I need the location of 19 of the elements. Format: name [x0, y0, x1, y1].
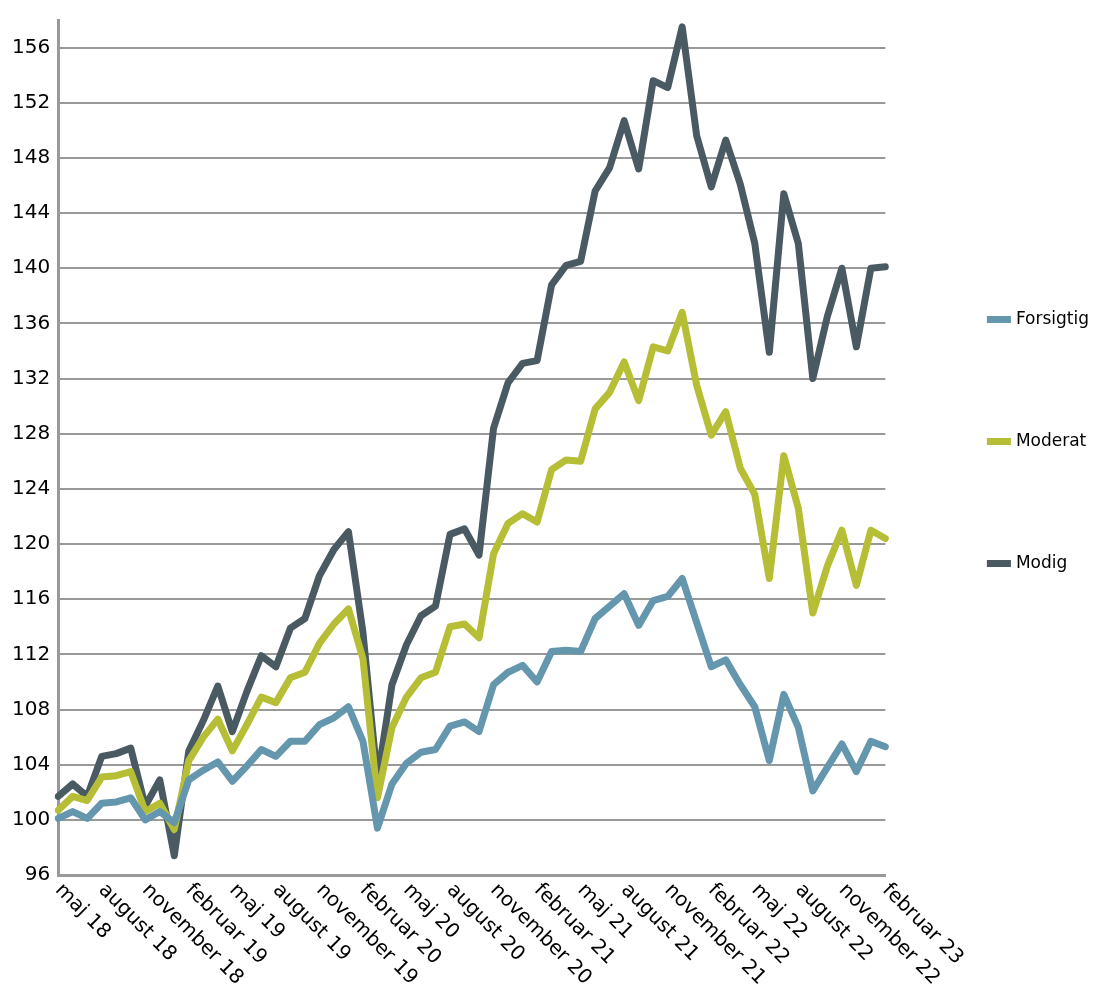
y-tick-label: 116	[11, 585, 51, 610]
y-tick-label: 132	[11, 364, 51, 389]
y-tick-label: 144	[11, 199, 51, 224]
legend-label: Modig	[1015, 551, 1068, 572]
y-tick-label: 152	[11, 88, 51, 113]
y-tick-label: 148	[11, 144, 51, 169]
y-tick-label: 124	[11, 475, 51, 500]
y-tick-label: 108	[11, 695, 51, 720]
y-tick-label: 128	[11, 419, 51, 444]
y-tick-label: 120	[11, 530, 51, 555]
y-tick-label: 100	[11, 806, 51, 831]
y-tick-label: 96	[24, 861, 51, 886]
y-tick-label: 136	[11, 309, 51, 334]
y-tick-label: 140	[11, 254, 51, 279]
y-tick-label: 104	[11, 750, 51, 775]
legend-label: Forsigtig	[1015, 307, 1090, 328]
y-tick-label: 156	[11, 33, 51, 58]
y-tick-label: 112	[11, 640, 51, 665]
legend-label: Moderat	[1015, 429, 1087, 450]
